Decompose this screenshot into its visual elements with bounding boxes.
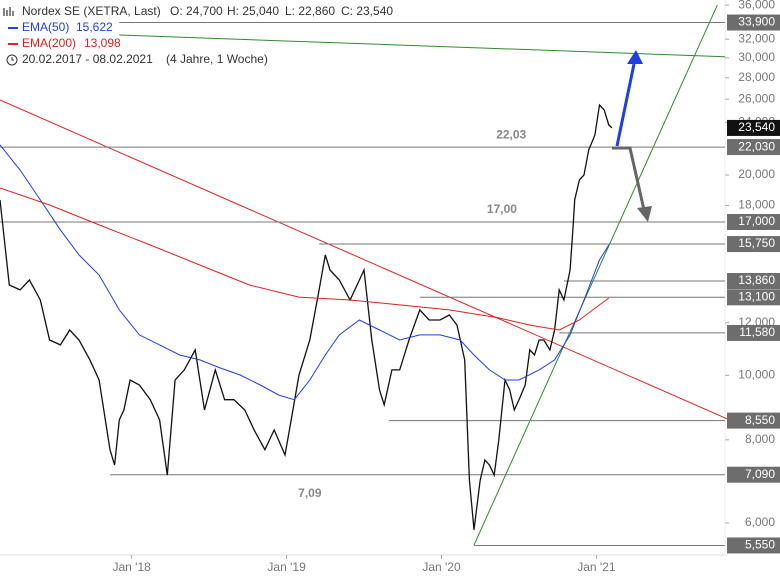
ohlc: H: 25,040 bbox=[227, 4, 279, 18]
y-tick-label: 6,000 bbox=[745, 515, 775, 529]
series-line bbox=[0, 103, 613, 530]
trendline bbox=[473, 4, 718, 546]
level-box-label: 13,100 bbox=[738, 289, 775, 303]
y-tick-label: 30,000 bbox=[738, 50, 775, 64]
period-note: (4 Jahre, 1 Woche) bbox=[166, 52, 268, 66]
series-line bbox=[0, 187, 610, 331]
level-box-label: 33,900 bbox=[738, 15, 775, 29]
x-tick-label: Jan '18 bbox=[113, 560, 152, 574]
legend-value: 13,098 bbox=[84, 36, 121, 50]
trendline bbox=[0, 99, 730, 421]
level-box-label: 5,550 bbox=[745, 538, 775, 552]
y-tick-label: 10,000 bbox=[738, 367, 775, 381]
arrows bbox=[612, 50, 652, 222]
trendline bbox=[119, 34, 726, 58]
level-box-label: 15,750 bbox=[738, 236, 775, 250]
title: Nordex SE (XETRA, Last) bbox=[22, 4, 161, 18]
level-box-label: 22,030 bbox=[738, 139, 775, 153]
level-annotation: 7,09 bbox=[298, 486, 322, 500]
level-annotation: 22,03 bbox=[496, 127, 526, 141]
y-tick-label: 26,000 bbox=[738, 91, 775, 105]
level-box bbox=[727, 289, 780, 306]
level-box bbox=[727, 236, 780, 253]
level-box bbox=[727, 213, 780, 230]
x-tick-label: Jan '19 bbox=[267, 560, 306, 574]
y-tick-label: 28,000 bbox=[738, 70, 775, 84]
y-tick-label: 20,000 bbox=[738, 167, 775, 181]
last-price-box-label: 23,540 bbox=[738, 120, 775, 134]
ohlc: O: 24,700 bbox=[170, 4, 223, 18]
legend-value: 15,622 bbox=[76, 20, 113, 34]
legend: Nordex SE (XETRA, Last) O: 24,700 H: 25,… bbox=[3, 4, 393, 66]
y-tick-label: 32,000 bbox=[738, 31, 775, 45]
level-box bbox=[727, 139, 780, 156]
y-tick-label: 18,000 bbox=[738, 198, 775, 212]
level-box-label: 8,550 bbox=[745, 413, 775, 427]
level-box bbox=[727, 324, 780, 341]
level-box-label: 13,860 bbox=[738, 273, 775, 287]
level-box-label: 17,000 bbox=[738, 214, 775, 228]
legend-name: EMA(50) bbox=[22, 20, 69, 34]
level-box bbox=[727, 466, 780, 483]
level-annotation: 17,00 bbox=[487, 202, 517, 216]
ohlc: L: 22,860 bbox=[285, 4, 335, 18]
level-box bbox=[727, 537, 780, 554]
period: 20.02.2017 - 08.02.2021 bbox=[22, 52, 153, 66]
level-box-label: 7,090 bbox=[745, 467, 775, 481]
series-line bbox=[0, 144, 610, 401]
legend-name: EMA(200) bbox=[22, 36, 76, 50]
level-box-label: 11,580 bbox=[739, 325, 775, 339]
y-tick-label: 36,000 bbox=[738, 0, 775, 11]
x-tick-label: Jan '20 bbox=[422, 560, 461, 574]
level-box bbox=[727, 273, 780, 290]
x-tick-label: Jan '21 bbox=[577, 560, 616, 574]
level-box bbox=[727, 412, 780, 429]
level-box bbox=[727, 14, 780, 31]
last-price-box bbox=[727, 119, 780, 136]
ohlc: C: 23,540 bbox=[341, 4, 393, 18]
y-tick-label: 8,000 bbox=[745, 432, 775, 446]
